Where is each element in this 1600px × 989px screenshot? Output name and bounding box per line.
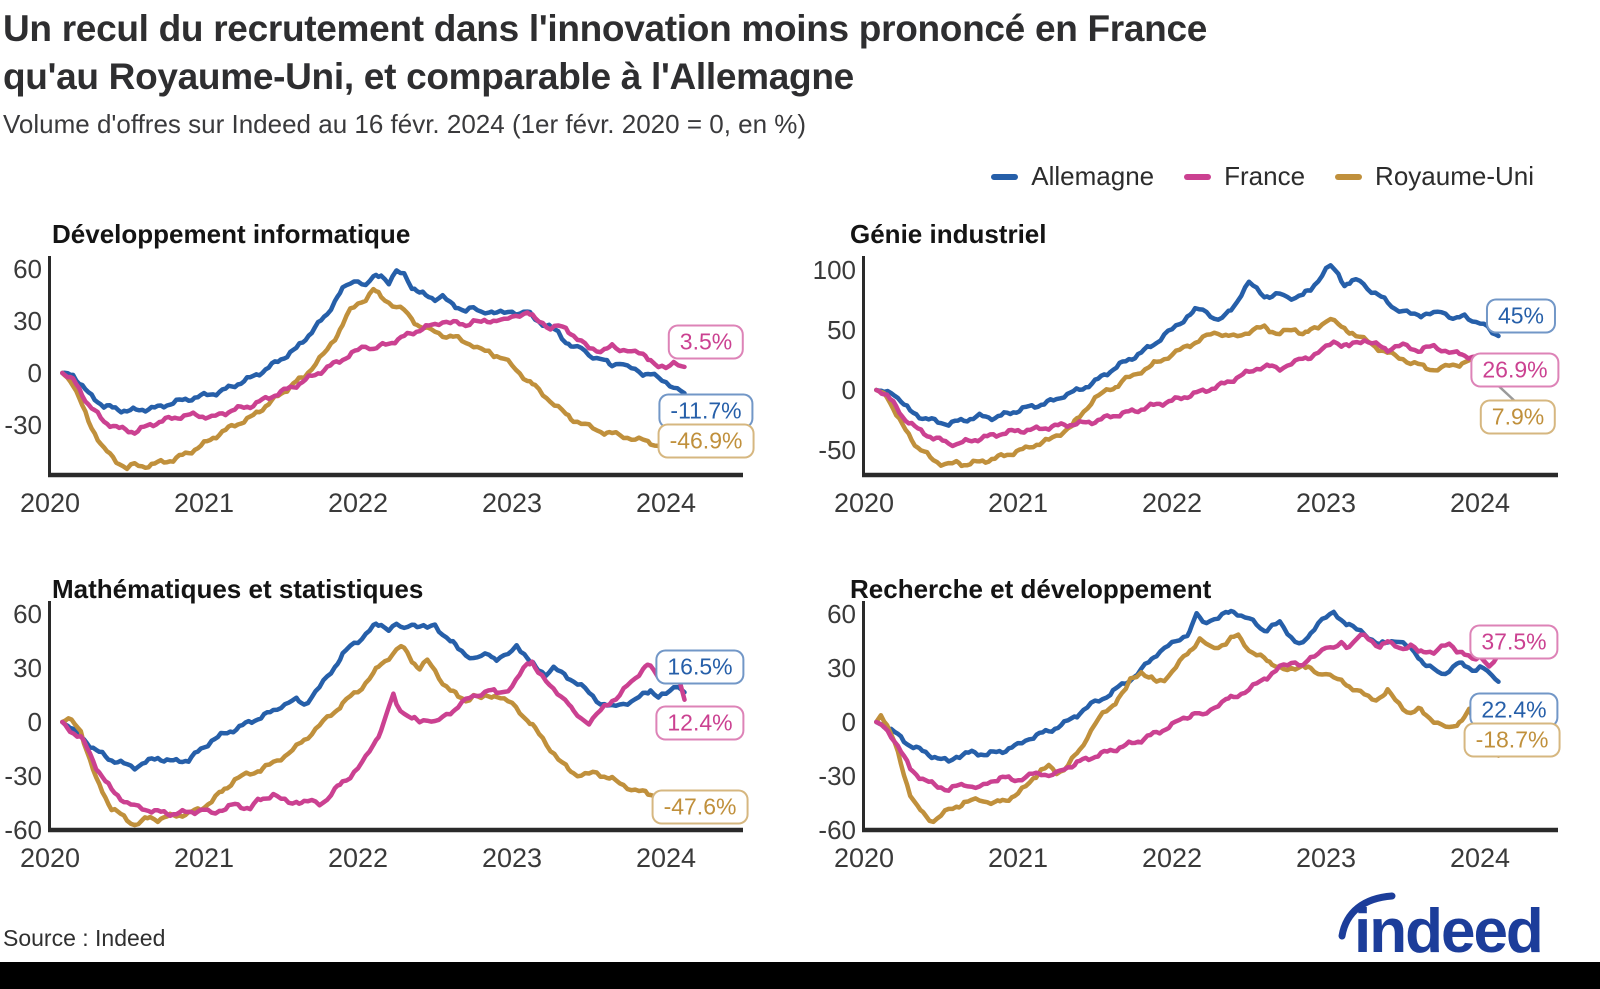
y-tick-label: -30 [4, 410, 42, 440]
y-tick-label: 0 [28, 358, 42, 388]
x-tick-label: 2020 [20, 843, 80, 873]
series-line-allemagne [60, 268, 687, 415]
x-tick-label: 2023 [1296, 488, 1356, 518]
y-tick-label: -60 [4, 815, 42, 845]
end-label: 45% [1485, 298, 1557, 334]
end-label: -18.7% [1463, 722, 1561, 758]
end-label: 26.9% [1470, 352, 1560, 388]
end-label: 7.9% [1479, 399, 1557, 435]
chart-title-recherche-developpement: Recherche et développement [850, 574, 1212, 604]
x-tick-label: 2024 [636, 843, 696, 873]
page-title-line2: qu'au Royaume-Uni, et comparable à l'All… [3, 56, 854, 97]
legend-item-label: France [1224, 161, 1306, 191]
series-line-royaume-uni [60, 286, 687, 472]
y-tick-label: -30 [4, 761, 42, 791]
end-label: 16.5% [655, 649, 745, 685]
legend: Allemagne France Royaume-Uni [991, 161, 1534, 192]
series-line-allemagne [60, 621, 687, 772]
series-line-royaume-uni [60, 643, 687, 828]
y-tick-label: -50 [818, 435, 856, 465]
y-tick-label: -60 [818, 815, 856, 845]
x-tick-label: 2020 [834, 488, 894, 518]
x-tick-label: 2022 [1142, 843, 1202, 873]
x-tick-label: 2020 [20, 488, 80, 518]
y-tick-label: 30 [827, 653, 856, 683]
y-tick-label: 30 [13, 306, 42, 336]
legend-item-royaume-uni: Royaume-Uni [1335, 161, 1534, 192]
chart-title-genie-industriel: Génie industriel [850, 219, 1047, 249]
indeed-logo-swoosh-icon [1338, 892, 1396, 940]
x-tick-label: 2024 [1450, 488, 1510, 518]
end-label: -11.7% [658, 393, 754, 429]
y-tick-label: 100 [813, 255, 856, 285]
y-tick-label: 60 [13, 254, 42, 284]
bottom-bar [0, 962, 1600, 989]
page-title: Un recul du recrutement dans l'innovatio… [3, 5, 1207, 101]
y-tick-label: 60 [13, 599, 42, 629]
legend-item-label: Allemagne [1031, 161, 1155, 191]
indeed-logo-text: indeed [1354, 897, 1542, 966]
x-tick-label: 2020 [834, 843, 894, 873]
y-tick-label: 0 [842, 707, 856, 737]
series-line-royaume-uni [874, 632, 1501, 825]
series-line-allemagne [874, 263, 1501, 428]
series-line-france [874, 632, 1501, 793]
end-label: 22.4% [1469, 692, 1559, 728]
x-tick-label: 2022 [1142, 488, 1202, 518]
x-tick-label: 2021 [988, 843, 1048, 873]
x-tick-label: 2023 [482, 843, 542, 873]
series-line-france [60, 310, 687, 436]
y-tick-label: 50 [827, 315, 856, 345]
end-label: 3.5% [667, 324, 745, 360]
series-line-france [60, 659, 687, 819]
x-tick-label: 2021 [988, 488, 1048, 518]
x-tick-label: 2021 [174, 488, 234, 518]
chart-title-developpement-informatique: Développement informatique [52, 219, 411, 249]
y-tick-label: -30 [818, 761, 856, 791]
series-line-royaume-uni [874, 316, 1501, 469]
legend-item-allemagne: Allemagne [991, 161, 1154, 192]
y-tick-label: 60 [827, 599, 856, 629]
chart-title-mathematiques-statistiques: Mathématiques et statistiques [52, 574, 424, 604]
legend-item-label: Royaume-Uni [1375, 161, 1534, 191]
y-tick-label: 0 [842, 375, 856, 405]
chart-panel-1: 100 50 0 -50 2020 2021 2022 2023 2024 [813, 255, 1558, 518]
series-line-france [874, 338, 1501, 449]
x-tick-label: 2023 [1296, 843, 1356, 873]
indeed-logo: indeed [1338, 892, 1544, 966]
allemagne-line-swatch-icon [991, 173, 1019, 180]
france-line-swatch-icon [1184, 173, 1212, 180]
end-label: 12.4% [655, 705, 745, 741]
x-tick-label: 2021 [174, 843, 234, 873]
legend-item-france: France [1184, 161, 1305, 192]
x-tick-label: 2022 [328, 843, 388, 873]
chart-panel-0: 60 30 0 -30 2020 2021 2022 2023 2024 [4, 254, 743, 518]
source-note: Source : Indeed [3, 925, 166, 951]
end-label: -46.9% [657, 423, 755, 459]
y-tick-label: 30 [13, 653, 42, 683]
page-subtitle: Volume d'offres sur Indeed au 16 févr. 2… [3, 109, 807, 139]
x-tick-label: 2024 [1450, 843, 1510, 873]
royaume-uni-line-swatch-icon [1335, 173, 1363, 180]
page-title-line1: Un recul du recrutement dans l'innovatio… [3, 8, 1208, 49]
series-line-allemagne [874, 608, 1501, 764]
end-label: -47.6% [651, 789, 749, 825]
x-tick-label: 2024 [636, 488, 696, 518]
x-tick-label: 2022 [328, 488, 388, 518]
y-tick-label: 0 [28, 707, 42, 737]
end-label: 37.5% [1469, 624, 1559, 660]
x-tick-label: 2023 [482, 488, 542, 518]
